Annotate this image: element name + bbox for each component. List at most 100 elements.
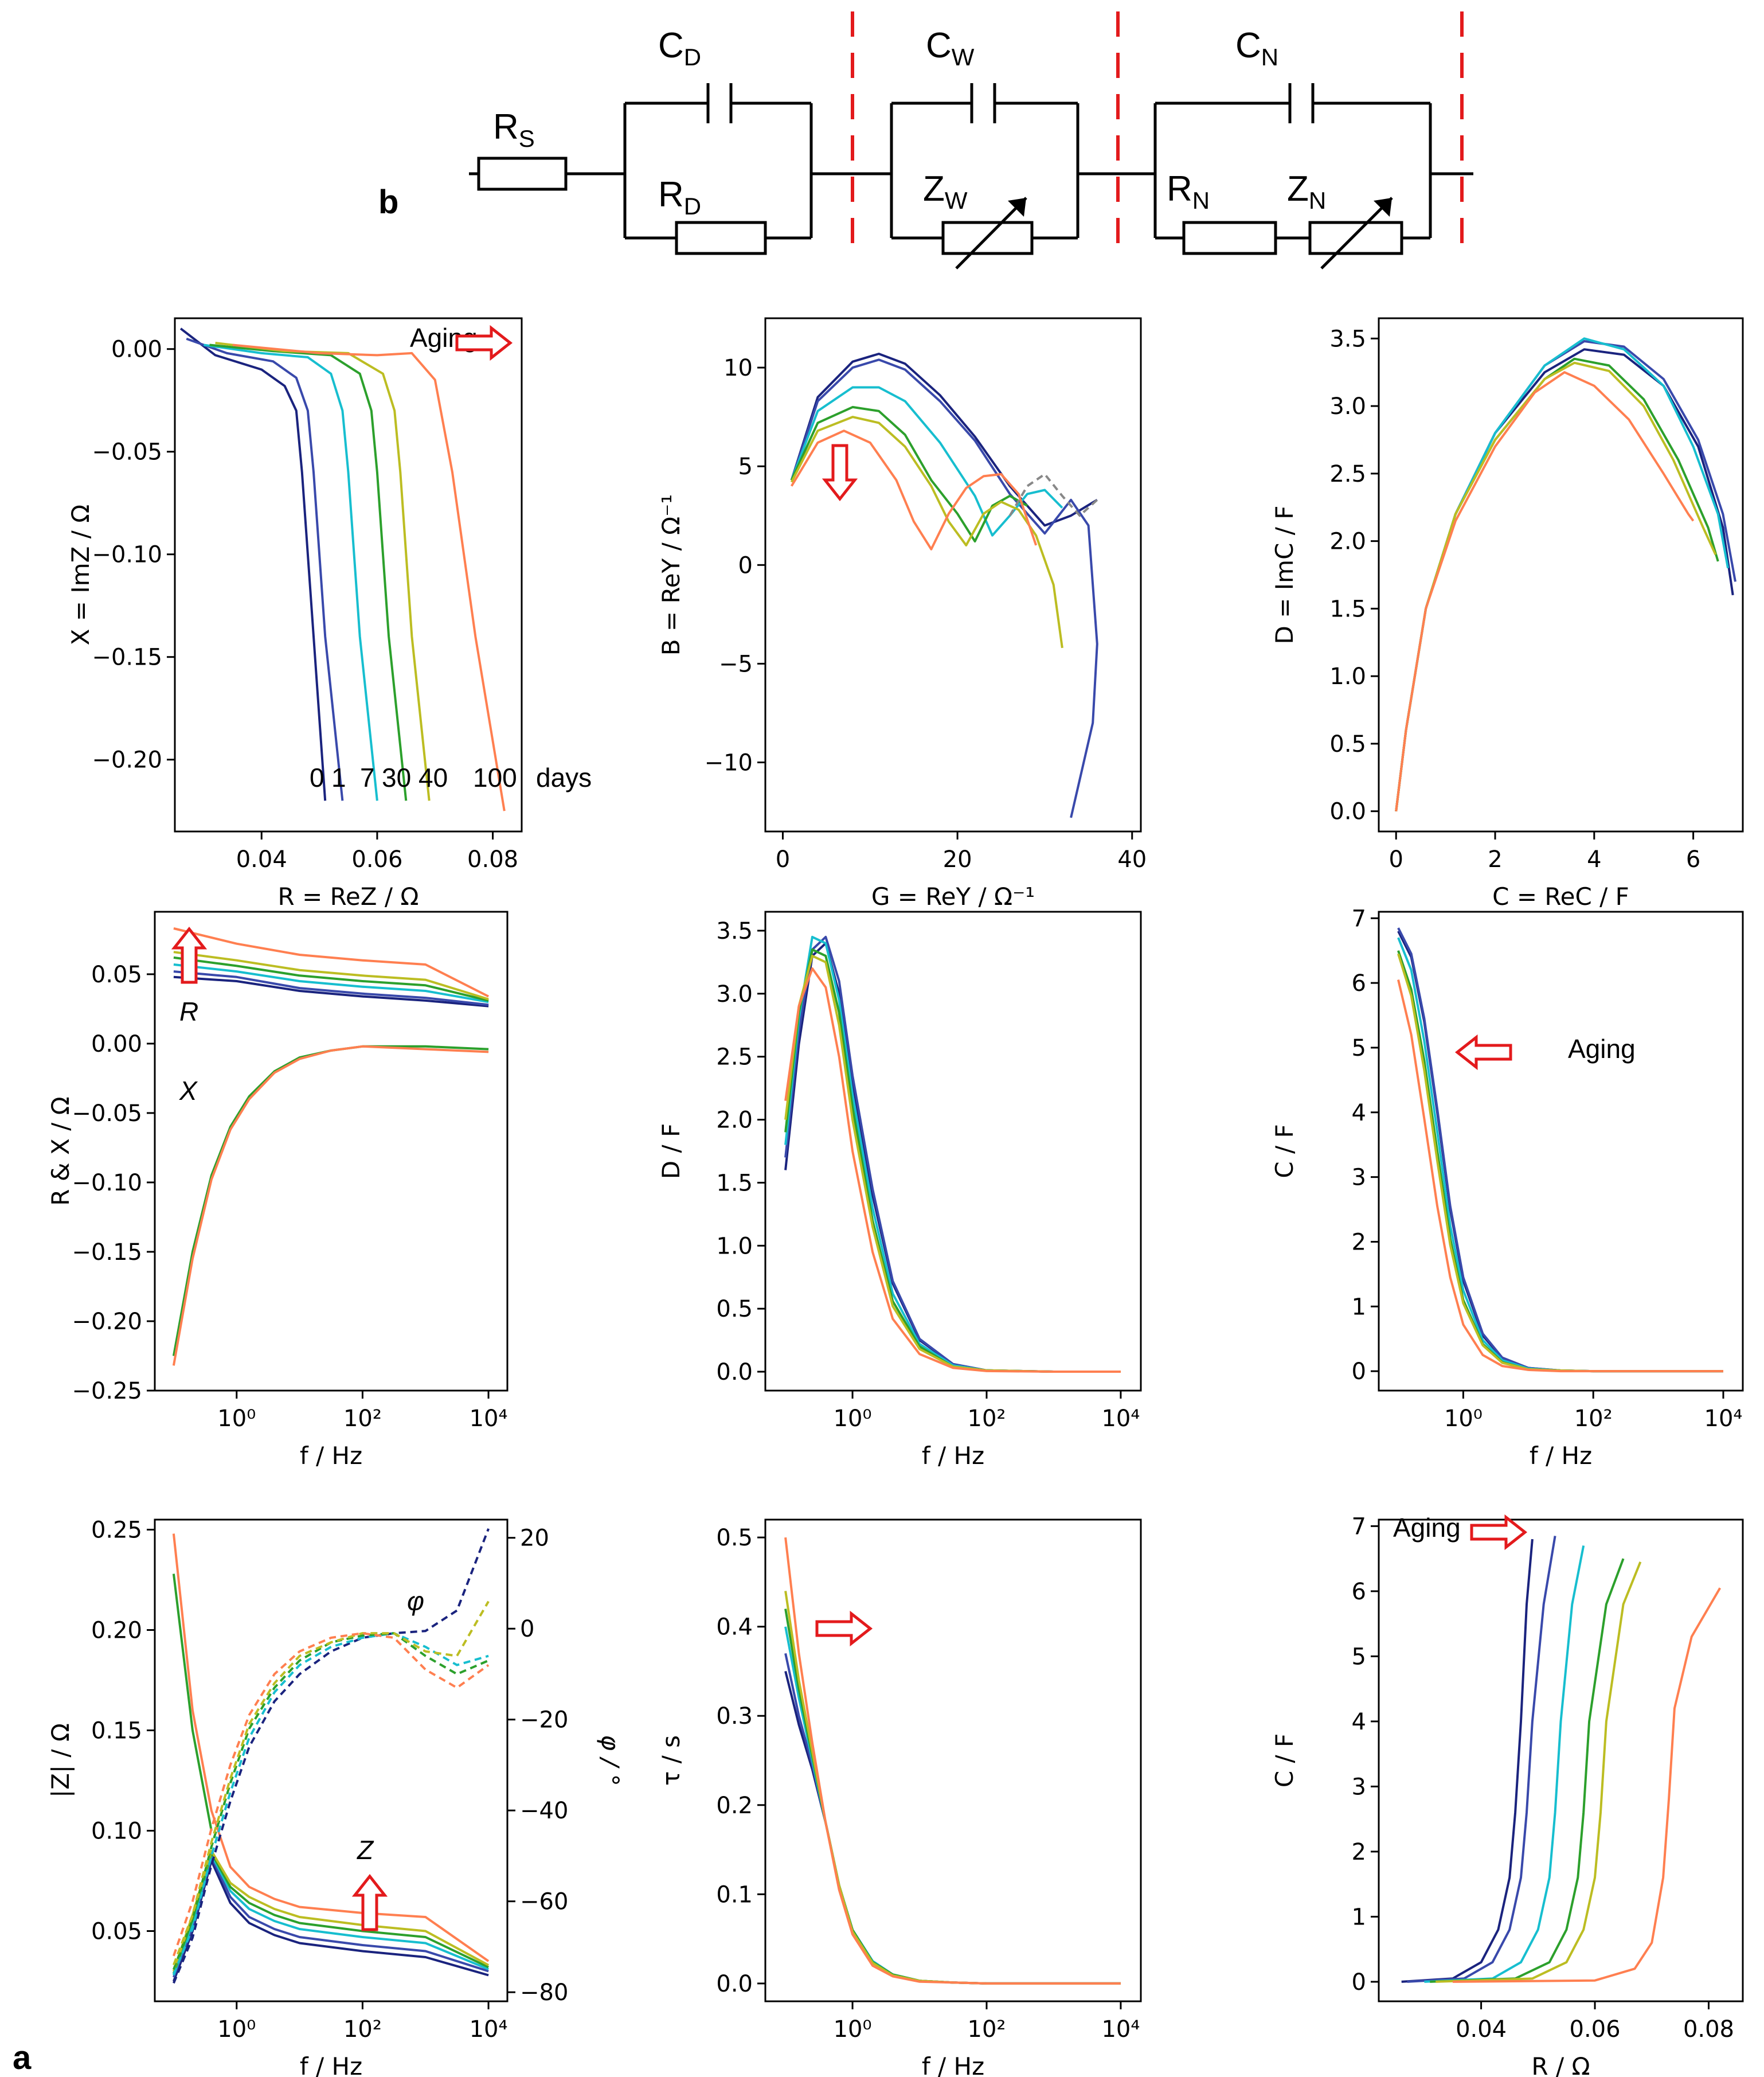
p7-ytick-label: 0.20 xyxy=(91,1618,142,1644)
p9-ytick-label: 3 xyxy=(1352,1774,1366,1800)
p9-ytick-label: 4 xyxy=(1352,1709,1366,1735)
p6-series-1 xyxy=(1397,927,1723,1373)
p8-xtick-label: 10⁰ xyxy=(834,2016,872,2043)
phi-curve-label: φ xyxy=(407,1586,424,1616)
p8-xtick-label: 10⁴ xyxy=(1101,2016,1140,2043)
p4-ytick-label: 0.05 xyxy=(91,962,142,988)
p7-series-8 xyxy=(173,1632,489,1975)
p6-xlabel: f / Hz xyxy=(1530,1442,1592,1470)
p7-ytick-right-label: −20 xyxy=(520,1707,568,1734)
p8-ylabel: τ / s xyxy=(657,1735,685,1786)
aging-label: Aging xyxy=(1393,1513,1461,1543)
p3-frame xyxy=(1378,317,1744,833)
p9-series-3 xyxy=(1430,1558,1625,1983)
p4-series-1 xyxy=(173,970,489,1006)
p9-ytick-label: 2 xyxy=(1352,1839,1366,1865)
aging-arrow-left xyxy=(1454,1034,1512,1071)
p4-ytick-label: −0.10 xyxy=(72,1170,142,1196)
p8-ytick-label: 0.3 xyxy=(716,1703,753,1729)
p9-xtick-label: 0.08 xyxy=(1683,2016,1734,2043)
p4-series-0 xyxy=(173,975,489,1008)
p1-ytick-label: 0.00 xyxy=(111,337,162,363)
p2-frame xyxy=(764,317,1142,833)
p3-xlabel: C = ReC / F xyxy=(1492,883,1629,911)
p3-xtick-label: 4 xyxy=(1587,846,1601,873)
p2-ytick-label: −10 xyxy=(705,750,753,776)
p8-xlabel: f / Hz xyxy=(922,2052,984,2077)
p2-series-5 xyxy=(790,430,1038,551)
p9-ytick-label: 7 xyxy=(1352,1513,1366,1540)
p6-ytick-label: 0 xyxy=(1352,1358,1366,1385)
p2-ytick-label: 10 xyxy=(723,355,753,381)
x-curve-label: X xyxy=(179,1076,198,1106)
p4-ytick-label: 0.00 xyxy=(91,1031,142,1057)
p6-xtick-label: 10⁴ xyxy=(1704,1406,1743,1432)
p6-ytick-label: 7 xyxy=(1352,905,1366,932)
p7-ylabel: |Z| / Ω xyxy=(46,1723,75,1798)
p4-ytick-label: −0.15 xyxy=(72,1239,142,1266)
days-label: 0 xyxy=(310,763,324,792)
p5-ytick-label: 2.5 xyxy=(716,1044,753,1071)
p4-ytick-label: −0.25 xyxy=(72,1378,142,1404)
p3-ytick-label: 0.0 xyxy=(1329,799,1366,825)
chart-admittance: 0 20 40 10 5 0 −5 −10 G = ReY / Ω⁻¹ B = ReY / Ω⁻¹ xyxy=(657,317,1147,911)
p6-ytick-label: 5 xyxy=(1352,1035,1366,1061)
p3-series-1 xyxy=(1395,340,1736,811)
p3-ytick-label: 3.0 xyxy=(1329,393,1366,420)
p9-ytick-label: 5 xyxy=(1352,1643,1366,1670)
increase-arrow-up xyxy=(171,926,208,984)
p8-ytick-label: 0.1 xyxy=(716,1881,753,1908)
p7-xtick-label: 10² xyxy=(343,2016,382,2043)
p4-series-5 xyxy=(173,927,490,998)
p4-xtick-label: 10² xyxy=(343,1406,382,1432)
p4-ytick-label: −0.20 xyxy=(72,1309,142,1335)
p4-frame xyxy=(154,911,509,1392)
p3-series-4 xyxy=(1395,361,1717,811)
label-cd: CD xyxy=(658,26,701,71)
p7-series-5 xyxy=(172,1533,490,1962)
p4-ytick-label: −0.05 xyxy=(72,1100,142,1127)
p3-ytick-label: 0.5 xyxy=(1329,731,1366,758)
p9-xtick-label: 0.06 xyxy=(1570,2016,1621,2043)
p7-series-6 xyxy=(172,1574,213,1831)
p5-series-4 xyxy=(784,954,1121,1373)
p8-series-0 xyxy=(784,1670,1121,1985)
p9-xtick-label: 0.04 xyxy=(1456,2016,1507,2043)
p5-ytick-label: 3.0 xyxy=(716,981,753,1008)
p6-frame xyxy=(1378,911,1744,1392)
p5-ytick-label: 0.5 xyxy=(716,1296,753,1322)
p7-xtick-label: 10⁰ xyxy=(217,2016,256,2043)
p9-ytick-label: 6 xyxy=(1352,1579,1366,1605)
variable-element-arrow-n xyxy=(1320,197,1393,270)
p5-xtick-label: 10⁴ xyxy=(1101,1406,1140,1432)
p8-ytick-label: 0.5 xyxy=(716,1525,753,1551)
p5-ytick-label: 1.5 xyxy=(716,1170,753,1196)
p7-ytick-label: 0.10 xyxy=(91,1818,142,1845)
chart-c-vs-r: 0.04 0.06 0.08 0 1 2 3 4 5 6 7 R / Ω C / F Aging xyxy=(1270,1513,1744,2077)
p7-ytick-label: 0.05 xyxy=(91,1919,142,1945)
p3-ytick-label: 1.5 xyxy=(1329,596,1366,622)
p7-series-7 xyxy=(173,1528,490,1984)
p6-xtick-label: 10² xyxy=(1574,1406,1613,1432)
p6-series-2 xyxy=(1397,937,1723,1373)
equivalent-circuit: b RS CD RD CW ZW CN RN ZN xyxy=(378,11,1473,270)
aging-arrow-right xyxy=(1470,1514,1528,1551)
panel-label-a: a xyxy=(13,2039,32,2076)
p2-series-1 xyxy=(790,358,1098,818)
p6-ylabel: C / F xyxy=(1270,1124,1298,1178)
p1-series-4 xyxy=(215,342,431,801)
p1-xlabel: R = ReZ / Ω xyxy=(278,883,419,911)
p4-ylabel: R & X / Ω xyxy=(46,1096,75,1205)
p5-series-5 xyxy=(784,967,1121,1373)
p3-ytick-label: 2.0 xyxy=(1329,529,1366,555)
p8-frame xyxy=(764,1518,1142,2002)
p1-ytick-label: −0.10 xyxy=(92,542,162,568)
p3-ylabel: D = ImC / F xyxy=(1270,506,1298,645)
chart-complex-capacitance: 0 2 4 6 0.0 0.5 1.0 1.5 2.0 2.5 3.0 3.5 C = ReC / F D… xyxy=(1270,317,1744,911)
p3-xtick-label: 2 xyxy=(1488,846,1502,873)
days-label: 1 xyxy=(331,763,346,792)
p5-frame xyxy=(764,911,1142,1392)
label-rd: RD xyxy=(658,175,701,220)
p8-ytick-label: 0.2 xyxy=(716,1793,753,1819)
p7-ytick-label: 0.25 xyxy=(91,1517,142,1544)
